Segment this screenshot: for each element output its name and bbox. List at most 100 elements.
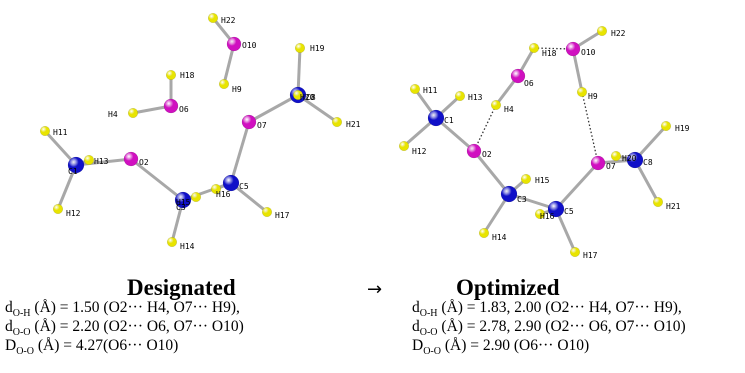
atom-label-C8: C8: [306, 93, 316, 102]
metric-subscript: O-O: [419, 327, 438, 338]
caption-designated: Designated: [127, 275, 236, 300]
atom-H9: [218, 78, 230, 90]
atom-O10: [226, 36, 242, 52]
atom-label-O10: O10: [242, 41, 257, 50]
metric-line: dO-H (Å) = 1.83, 2.00 (O2··· H4, O7··· H…: [412, 298, 686, 319]
atom-label-H13: H13: [94, 157, 109, 166]
metric-subscript: O-O: [423, 346, 441, 357]
atom-H12: [52, 203, 64, 215]
atom-C1: [67, 156, 85, 174]
hbond-H18-O10: [533, 47, 574, 50]
bond-C1-O2: [434, 116, 476, 153]
atom-H18: [528, 42, 540, 54]
metric-value: (Å) = 4.27(O6··· O10): [33, 337, 179, 354]
bond-O2-C3: [472, 149, 511, 196]
atom-label-H15: H15: [176, 198, 191, 207]
atom-label-C1: C1: [68, 167, 78, 176]
atom-label-H16: H16: [216, 190, 231, 199]
atom-H13: [454, 90, 466, 102]
designated-metrics: dO-H (Å) = 1.50 (O2··· H4, O7··· H9), dO-…: [5, 298, 244, 357]
atom-label-C3: C3: [176, 203, 186, 212]
atom-C5: [547, 200, 565, 218]
atom-C1: [427, 109, 445, 127]
atom-label-H22: H22: [221, 16, 236, 25]
bond-C8-O7: [247, 93, 300, 124]
atom-label-H11: H11: [53, 128, 68, 137]
metric-subscript: O-O: [12, 327, 31, 338]
atom-label-H14: H14: [492, 233, 507, 242]
bond-C3-C5: [507, 192, 558, 211]
atom-H11: [409, 83, 421, 95]
atom-label-H17: H17: [275, 211, 290, 220]
atom-label-H16: H16: [540, 212, 555, 221]
hbond-H9-O7: [581, 91, 599, 164]
metric-subscript: O-H: [12, 308, 31, 319]
hbond-H4-O2: [473, 104, 497, 152]
atom-label-H20: H20: [622, 154, 637, 163]
atom-label-H12: H12: [66, 209, 81, 218]
caption-optimized: Optimized: [456, 275, 560, 300]
atom-label-H18: H18: [542, 49, 557, 58]
atom-H13: [83, 154, 95, 166]
atom-H14: [478, 227, 490, 239]
atom-H20: [610, 150, 622, 162]
atom-label-H11: H11: [423, 86, 438, 95]
atom-H14: [166, 236, 178, 248]
metric-subscript: O-H: [419, 308, 438, 319]
atom-H4: [127, 107, 139, 119]
atom-H17: [261, 206, 273, 218]
metric-value: (Å) = 2.90 (O6··· O10): [440, 337, 590, 354]
atom-H20: [292, 89, 304, 101]
atom-label-H20: H20: [300, 93, 315, 102]
atom-label-C5: C5: [564, 207, 574, 216]
atom-label-H4: H4: [504, 105, 514, 114]
optimized-metrics: dO-H (Å) = 1.83, 2.00 (O2··· H4, O7··· H…: [412, 298, 686, 357]
metric-line: dO-H (Å) = 1.50 (O2··· H4, O7··· H9),: [5, 298, 244, 319]
metric-symbol: d: [5, 318, 13, 335]
atom-label-H22: H22: [611, 29, 626, 38]
metric-symbol: d: [412, 318, 420, 335]
atom-label-O6: O6: [524, 79, 534, 88]
metric-line: DO-O (Å) = 4.27(O6··· O10): [5, 336, 244, 357]
atom-O2: [466, 143, 482, 159]
metric-line: dO-O (Å) = 2.78, 2.90 (O2··· O6, O7··· O…: [412, 317, 686, 338]
atom-C3: [500, 185, 518, 203]
atom-label-O7: O7: [606, 162, 616, 171]
atom-H22: [596, 25, 608, 37]
atom-H18: [165, 69, 177, 81]
atom-H22: [207, 12, 219, 24]
atom-label-H12: H12: [412, 147, 427, 156]
atom-label-H14: H14: [180, 242, 195, 251]
atom-label-O10: O10: [581, 48, 596, 57]
atom-H17: [569, 246, 581, 258]
atom-label-O2: O2: [482, 150, 492, 159]
atom-O2: [123, 151, 139, 167]
atom-H16: [534, 208, 546, 220]
atom-C8: [626, 151, 644, 169]
atom-O7: [590, 155, 606, 171]
atom-C5: [222, 174, 240, 192]
bond-O10-H9: [571, 47, 584, 94]
atom-label-H19: H19: [310, 44, 325, 53]
atom-label-H15: H15: [535, 176, 550, 185]
atom-label-H18: H18: [180, 71, 195, 80]
atom-label-H21: H21: [346, 120, 361, 129]
atom-H15: [520, 173, 532, 185]
atom-H12: [398, 140, 410, 152]
atom-H16: [210, 183, 222, 195]
atom-label-H17: H17: [583, 251, 598, 260]
bond-O7-C5: [229, 120, 251, 185]
atom-H9: [576, 86, 588, 98]
arrow-glyph: →: [367, 279, 383, 300]
atom-H19: [660, 120, 672, 132]
atom-label-H9: H9: [588, 92, 598, 101]
atom-label-H21: H21: [666, 202, 681, 211]
atom-H15: [190, 191, 202, 203]
atom-label-O2: O2: [139, 158, 149, 167]
atom-label-H4: H4: [108, 110, 118, 119]
atom-H21: [652, 196, 664, 208]
atom-O10: [565, 41, 581, 57]
atom-label-C8: C8: [643, 158, 653, 167]
metric-value: (Å) = 1.83, 2.00 (O2··· H4, O7··· H9),: [437, 299, 682, 316]
